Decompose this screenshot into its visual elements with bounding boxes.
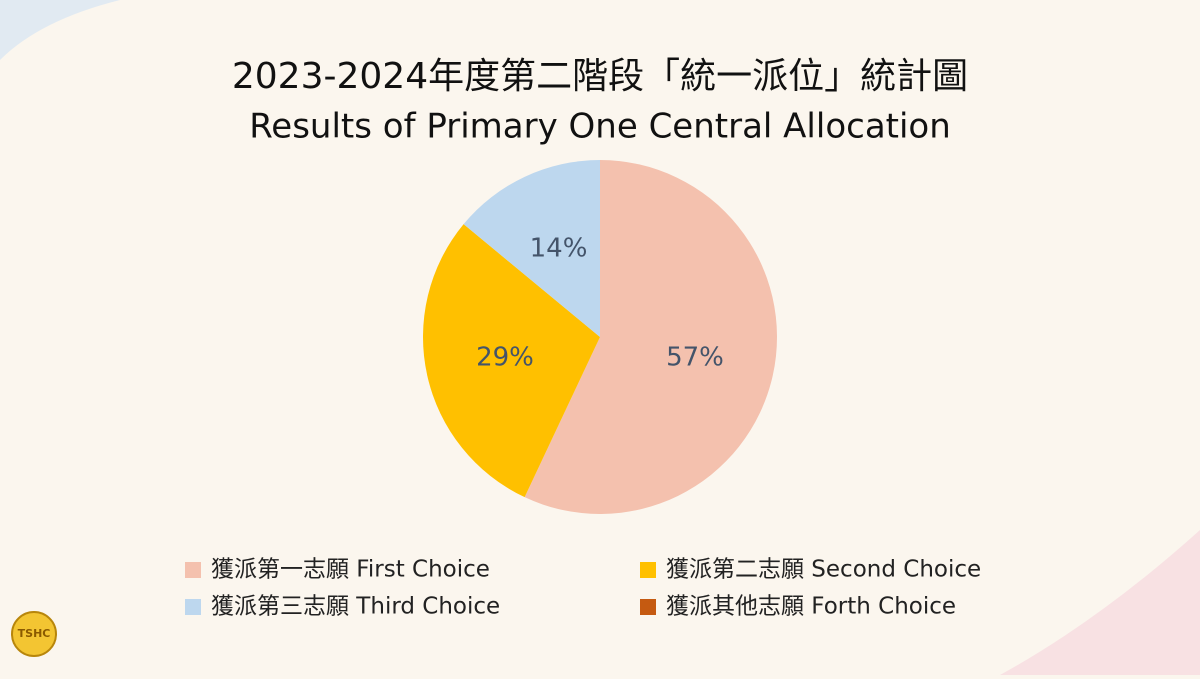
legend-label: 獲派第一志願 First Choice [211, 557, 490, 583]
legend-swatch [185, 599, 201, 615]
decoration [0, 0, 120, 60]
decoration [1000, 530, 1200, 675]
data-label: 14% [530, 233, 588, 263]
data-label: 57% [666, 343, 724, 373]
legend-label: 獲派第三志願 Third Choice [211, 594, 500, 620]
logo-text: TSHC [18, 627, 51, 640]
data-label: 29% [476, 343, 534, 373]
legend-label: 獲派其他志願 Forth Choice [666, 594, 956, 620]
pie-slice [463, 160, 600, 337]
chart-subtitle: Results of Primary One Central Allocatio… [249, 107, 951, 147]
legend-label: 獲派第二志願 Second Choice [666, 557, 981, 583]
legend-swatch [185, 562, 201, 578]
legend-swatch [640, 599, 656, 615]
pie-slice [422, 224, 600, 498]
chart-title: 2023-2024年度第二階段「統一派位」統計圖 [232, 56, 968, 97]
legend-swatch [640, 562, 656, 578]
logo [11, 611, 57, 657]
pie-slice [524, 160, 777, 514]
